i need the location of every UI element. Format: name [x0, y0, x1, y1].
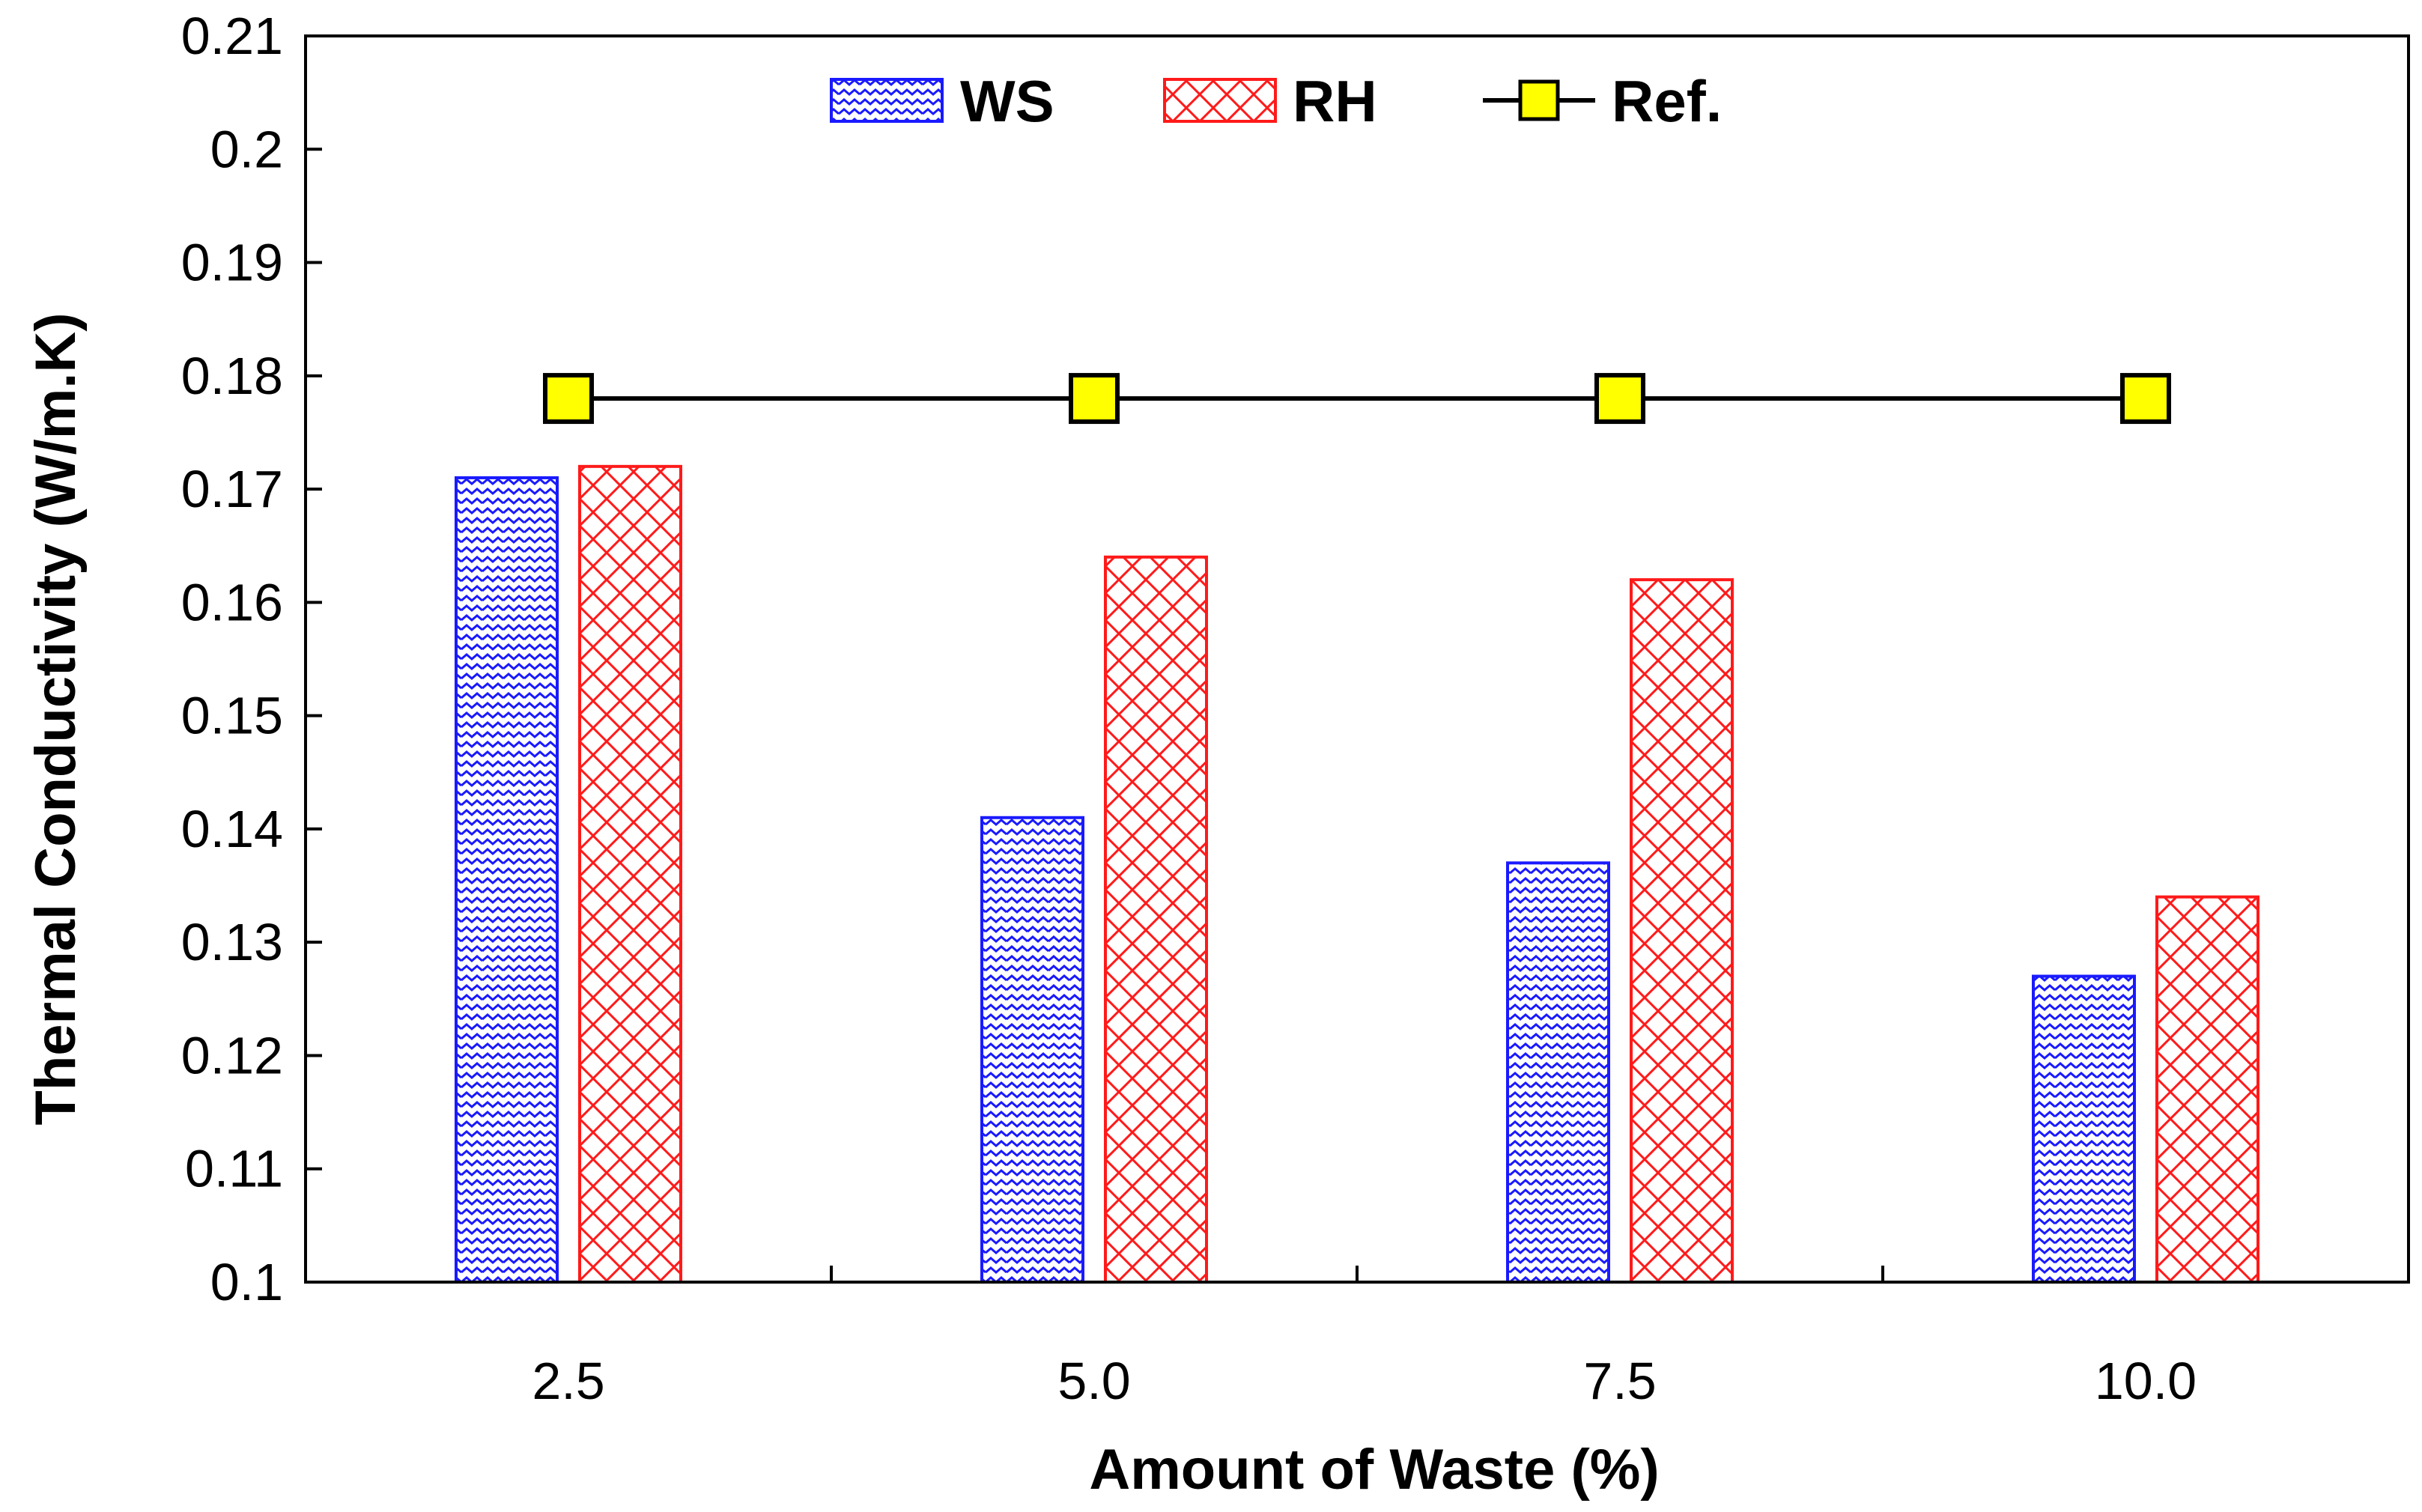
- bars-group: [455, 464, 2259, 1284]
- bar-rh-5.0: [1104, 555, 1208, 1284]
- axes: 0.1 0.11 0.12 0.13 0.14 0.15 0.16 0.17 0.18 0.19 0…: [181, 7, 2409, 1410]
- legend-swatch-rh: [1163, 78, 1277, 123]
- x-axis-title: Amount of Waste (%): [1089, 1438, 1659, 1502]
- bar-ws-10.0: [2032, 974, 2136, 1284]
- legend-item-rh: RH: [1163, 68, 1377, 134]
- legend: WS RH Ref.: [830, 68, 1722, 134]
- y-tick-label: 0.17: [181, 460, 283, 518]
- marker-ref-7.5: [1594, 373, 1645, 425]
- legend-swatch-ws: [830, 78, 944, 123]
- bar-ws-5.0: [980, 816, 1084, 1284]
- y-tick-label: 0.15: [181, 687, 283, 745]
- bar-ws-2.5: [455, 476, 559, 1284]
- marker-ref-2.5: [543, 373, 594, 425]
- legend-item-ref: Ref.: [1483, 68, 1722, 134]
- x-tick-label: 5.0: [1057, 1352, 1130, 1410]
- y-tick-label: 0.14: [181, 800, 283, 858]
- bar-rh-7.5: [1630, 578, 1734, 1284]
- legend-marker-ref: [1518, 79, 1560, 121]
- y-tick-label: 0.2: [210, 120, 283, 178]
- marker-ref-5.0: [1069, 373, 1120, 425]
- bar-rh-10.0: [2155, 895, 2259, 1284]
- legend-label-rh: RH: [1293, 68, 1377, 134]
- y-tick-label: 0.13: [181, 913, 283, 971]
- ref-series: [543, 373, 2171, 425]
- bar-ws-7.5: [1506, 861, 1610, 1284]
- marker-ref-10.0: [2120, 373, 2171, 425]
- y-tick-label: 0.19: [181, 234, 283, 292]
- legend-label-ref: Ref.: [1612, 68, 1722, 134]
- legend-item-ws: WS: [830, 68, 1054, 134]
- x-tick-label: 10.0: [2095, 1352, 2197, 1410]
- x-tick-label: 7.5: [1583, 1352, 1656, 1410]
- y-tick-label: 0.1: [210, 1253, 283, 1311]
- y-tick-label: 0.11: [185, 1140, 283, 1198]
- y-axis-title: Thermal Conductivity (W/m.K): [24, 312, 88, 1125]
- bar-rh-2.5: [578, 464, 682, 1284]
- y-tick-label: 0.12: [181, 1026, 283, 1084]
- y-tick-label: 0.21: [181, 7, 283, 65]
- x-tick-label: 2.5: [532, 1352, 604, 1410]
- legend-label-ws: WS: [960, 68, 1054, 134]
- y-tick-label: 0.16: [181, 573, 283, 631]
- y-tick-label: 0.18: [181, 347, 283, 405]
